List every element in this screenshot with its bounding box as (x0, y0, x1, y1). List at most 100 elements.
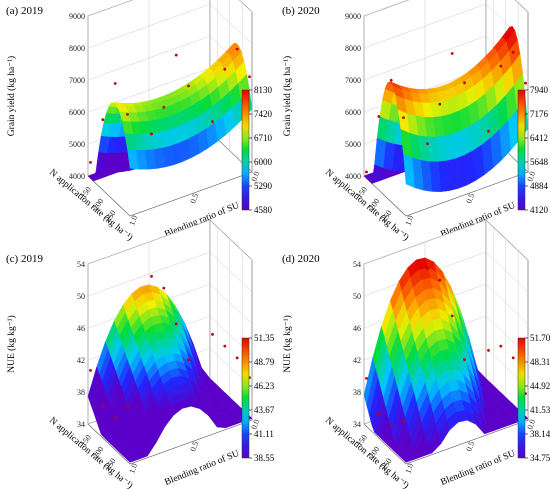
data-point (487, 349, 490, 352)
y-tick-label: 1.0 (403, 214, 415, 226)
y-tick-label: 0.0 (525, 418, 537, 430)
z-tick-label: 9000 (69, 12, 85, 21)
y-tick-label: 0.5 (464, 440, 476, 452)
colorbar-tick-label: 7420 (254, 109, 273, 119)
y-tick-label: 0.5 (464, 192, 476, 204)
z-axis-label: NUE (kg kg⁻¹) (282, 315, 293, 372)
colorbar-tick-label: 6412 (530, 133, 548, 143)
colorbar-tick-label: 46.23 (254, 381, 275, 391)
data-point (89, 369, 92, 372)
y-tick-label: 0.0 (249, 418, 261, 430)
colorbar-tick-label: 44.92 (530, 381, 550, 391)
z-tick-label: 6000 (345, 108, 361, 117)
data-point (426, 267, 429, 270)
z-tick-label: 5000 (345, 140, 361, 149)
z-tick-label: 8000 (345, 44, 361, 53)
data-point (101, 404, 105, 408)
z-tick-label: 38 (353, 388, 361, 397)
y-tick-label: 0.5 (188, 440, 200, 452)
y-tick-label: 1.0 (403, 462, 415, 474)
data-point (223, 67, 227, 71)
z-tick-label: 42 (77, 356, 85, 365)
colorbar-tick-label: 4884 (530, 181, 549, 191)
data-point (162, 105, 166, 109)
data-point (524, 81, 527, 85)
data-point (235, 356, 239, 360)
data-point (223, 344, 227, 348)
data-point (377, 412, 381, 416)
surface (87, 42, 253, 182)
surface-cell (403, 153, 415, 189)
data-point (101, 118, 105, 122)
z-tick-label: 9000 (345, 12, 361, 21)
z-tick-label: 54 (77, 260, 85, 269)
y-axis-label: Blending ratio of SU (163, 448, 241, 488)
data-point (126, 113, 129, 116)
data-point (438, 102, 442, 106)
z-gridline (363, 0, 529, 17)
data-point (402, 420, 405, 423)
y-tick-label: 1.0 (127, 462, 139, 474)
z-gridline (87, 0, 253, 17)
colorbar (517, 337, 526, 459)
colorbar-tick-label: 51.35 (254, 333, 275, 343)
colorbar-tick-label: 8130 (254, 85, 273, 95)
data-point (426, 142, 429, 146)
panel-title: (a) 2019 (6, 5, 43, 17)
data-point (499, 64, 503, 68)
data-point (365, 377, 368, 380)
data-point (150, 132, 153, 136)
z-tick-label: 46 (353, 324, 361, 333)
z-tick-label: 38 (77, 388, 85, 397)
colorbar-tick-label: 41.53 (530, 405, 550, 415)
colorbar (517, 89, 526, 211)
data-point (187, 84, 190, 88)
z-tick-label: 8000 (69, 44, 85, 53)
y-tick-label: 0.0 (525, 170, 537, 182)
z-tick-label: 5000 (69, 140, 85, 149)
data-point (211, 333, 214, 336)
data-point (211, 120, 214, 123)
data-point (174, 53, 178, 57)
data-point (438, 278, 442, 282)
data-point (174, 322, 178, 326)
y-tick-label: 0.5 (188, 192, 200, 204)
colorbar-tick-label: 48.79 (254, 357, 275, 367)
chart-panel: 4000500060007000800090000.00.51.01502002… (282, 0, 549, 243)
colorbar-tick-label: 43.67 (254, 405, 275, 415)
data-point (365, 170, 368, 174)
z-axis-label: Grain yield (kg ha⁻¹) (282, 56, 293, 136)
data-point (389, 78, 393, 82)
z-tick-label: 4000 (345, 172, 361, 181)
data-point (463, 81, 466, 85)
colorbar (241, 89, 250, 211)
data-point (450, 314, 454, 318)
colorbar (241, 337, 250, 459)
data-point (162, 286, 166, 290)
z-tick-label: 50 (77, 292, 85, 301)
data-point (235, 47, 239, 51)
z-tick-label: 46 (77, 324, 85, 333)
y-axis-label: Blending ratio of SU (439, 448, 517, 488)
z-tick-label: 34 (77, 420, 85, 429)
colorbar-tick-label: 4120 (530, 205, 549, 215)
surface-cell (127, 456, 140, 463)
colorbar-tick-label: 6000 (254, 157, 273, 167)
data-point (487, 129, 490, 133)
z-tick-label: 6000 (69, 108, 85, 117)
data-point (248, 75, 251, 79)
z-tick-label: 54 (353, 260, 361, 269)
panel-title: (c) 2019 (6, 253, 43, 265)
data-point (402, 116, 405, 119)
y-tick-label: 0.0 (249, 170, 261, 182)
data-point (450, 52, 454, 55)
data-point (511, 356, 515, 360)
z-tick-label: 42 (353, 356, 361, 365)
data-point (113, 82, 117, 85)
data-point (187, 358, 190, 361)
colorbar-tick-label: 7176 (530, 109, 549, 119)
z-tick-label: 7000 (69, 76, 85, 85)
